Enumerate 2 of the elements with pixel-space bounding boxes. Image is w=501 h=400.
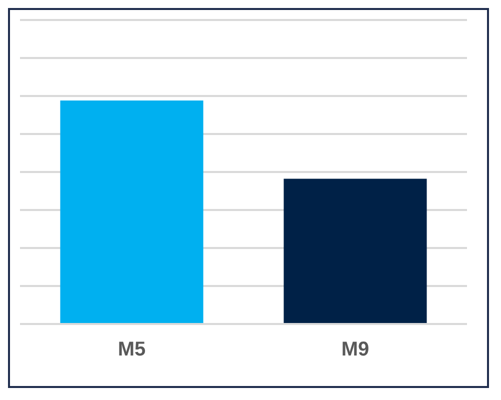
x-tick-label: M9	[341, 338, 370, 361]
x-tick-label: M5	[118, 338, 146, 361]
